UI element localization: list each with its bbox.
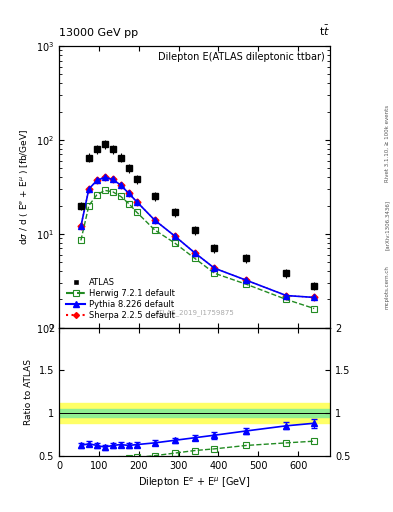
Sherpa 2.2.5 default bbox=[172, 233, 177, 239]
Sherpa 2.2.5 default bbox=[312, 294, 316, 301]
Herwig 7.2.1 default bbox=[110, 189, 115, 195]
Pythia 8.226 default bbox=[312, 294, 316, 301]
Herwig 7.2.1 default bbox=[86, 202, 91, 208]
Line: Pythia 8.226 default: Pythia 8.226 default bbox=[78, 174, 317, 301]
Pythia 8.226 default bbox=[244, 277, 249, 283]
Text: ATLAS_2019_I1759875: ATLAS_2019_I1759875 bbox=[155, 310, 234, 316]
Herwig 7.2.1 default bbox=[192, 255, 197, 261]
Herwig 7.2.1 default bbox=[172, 240, 177, 246]
Sherpa 2.2.5 default bbox=[118, 182, 123, 188]
Line: Sherpa 2.2.5 default: Sherpa 2.2.5 default bbox=[79, 175, 317, 300]
Pythia 8.226 default bbox=[172, 233, 177, 239]
Pythia 8.226 default bbox=[79, 223, 83, 229]
Pythia 8.226 default bbox=[212, 265, 217, 271]
Sherpa 2.2.5 default bbox=[152, 217, 157, 223]
Sherpa 2.2.5 default bbox=[212, 265, 217, 271]
Text: 13000 GeV pp: 13000 GeV pp bbox=[59, 28, 138, 38]
Sherpa 2.2.5 default bbox=[244, 277, 249, 283]
Pythia 8.226 default bbox=[134, 199, 139, 205]
Text: mcplots.cern.ch: mcplots.cern.ch bbox=[385, 265, 389, 309]
Y-axis label: d$\sigma$ / d ( E$^e$ + E$^{\mu}$ ) [fb/GeV]: d$\sigma$ / d ( E$^e$ + E$^{\mu}$ ) [fb/… bbox=[18, 129, 30, 245]
Pythia 8.226 default bbox=[127, 190, 131, 197]
Sherpa 2.2.5 default bbox=[110, 176, 115, 182]
Pythia 8.226 default bbox=[192, 249, 197, 255]
Pythia 8.226 default bbox=[118, 182, 123, 188]
Herwig 7.2.1 default bbox=[312, 306, 316, 312]
Bar bbox=[59, 409, 330, 417]
Pythia 8.226 default bbox=[110, 176, 115, 182]
Bar bbox=[59, 403, 330, 423]
Herwig 7.2.1 default bbox=[94, 192, 99, 198]
Herwig 7.2.1 default bbox=[284, 296, 288, 303]
Text: [arXiv:1306.3436]: [arXiv:1306.3436] bbox=[385, 200, 389, 250]
Y-axis label: Ratio to ATLAS: Ratio to ATLAS bbox=[24, 359, 33, 424]
Text: Rivet 3.1.10, ≥ 100k events: Rivet 3.1.10, ≥ 100k events bbox=[385, 105, 389, 182]
Sherpa 2.2.5 default bbox=[284, 292, 288, 298]
Sherpa 2.2.5 default bbox=[86, 186, 91, 192]
Sherpa 2.2.5 default bbox=[192, 249, 197, 255]
Pythia 8.226 default bbox=[152, 217, 157, 223]
Herwig 7.2.1 default bbox=[212, 270, 217, 276]
Pythia 8.226 default bbox=[94, 177, 99, 183]
Pythia 8.226 default bbox=[284, 292, 288, 298]
Herwig 7.2.1 default bbox=[134, 209, 139, 215]
Herwig 7.2.1 default bbox=[103, 187, 107, 194]
Sherpa 2.2.5 default bbox=[79, 223, 83, 229]
Sherpa 2.2.5 default bbox=[134, 199, 139, 205]
Text: Dilepton E(ATLAS dileptonic ttbar): Dilepton E(ATLAS dileptonic ttbar) bbox=[158, 52, 325, 62]
Herwig 7.2.1 default bbox=[79, 238, 83, 244]
Herwig 7.2.1 default bbox=[244, 281, 249, 287]
Sherpa 2.2.5 default bbox=[127, 190, 131, 197]
Sherpa 2.2.5 default bbox=[103, 174, 107, 180]
Herwig 7.2.1 default bbox=[118, 194, 123, 200]
Herwig 7.2.1 default bbox=[127, 201, 131, 207]
Line: Herwig 7.2.1 default: Herwig 7.2.1 default bbox=[78, 187, 317, 312]
Legend: ATLAS, Herwig 7.2.1 default, Pythia 8.226 default, Sherpa 2.2.5 default: ATLAS, Herwig 7.2.1 default, Pythia 8.22… bbox=[63, 274, 178, 324]
Pythia 8.226 default bbox=[103, 174, 107, 180]
Herwig 7.2.1 default bbox=[152, 227, 157, 233]
Sherpa 2.2.5 default bbox=[94, 177, 99, 183]
Pythia 8.226 default bbox=[86, 186, 91, 192]
Text: t$\bar{t}$: t$\bar{t}$ bbox=[319, 24, 330, 38]
X-axis label: Dilepton E$^e$ + E$^{\mu}$ [GeV]: Dilepton E$^e$ + E$^{\mu}$ [GeV] bbox=[138, 476, 251, 490]
